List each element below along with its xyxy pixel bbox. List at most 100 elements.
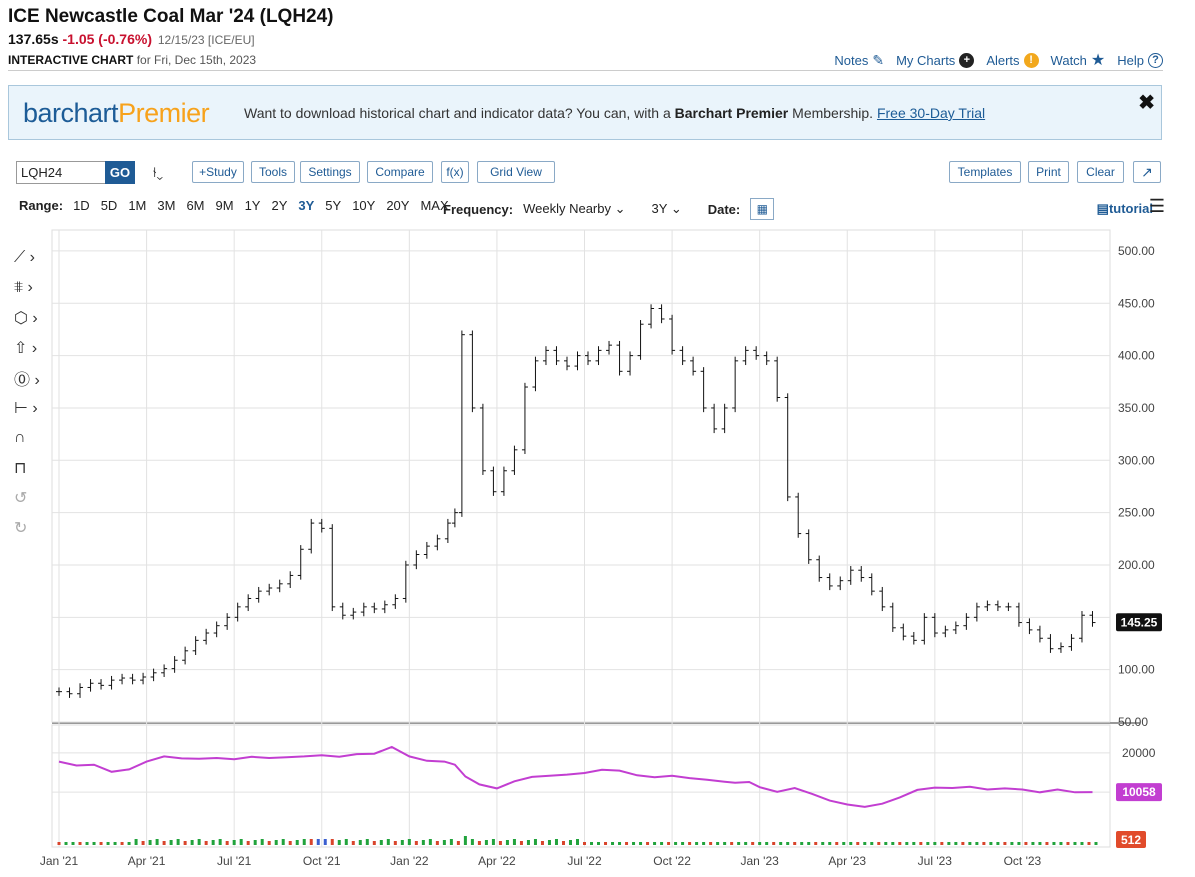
redo-icon[interactable]: ↻: [14, 520, 28, 537]
chevron-down-icon: ⌄: [614, 201, 626, 216]
close-icon[interactable]: ✖: [1138, 92, 1155, 114]
volume-badge: [1116, 831, 1146, 848]
frequency-selector: Frequency: Weekly Nearby ⌄ 3Y ⌄ Date: ▦: [443, 198, 775, 220]
volume-bar: [484, 840, 488, 845]
volume-bar: [1045, 842, 1049, 845]
trendline-tool-icon[interactable]: ⟋ ›: [14, 249, 35, 266]
indicator-line: [58, 745, 1093, 808]
volume-bar: [912, 842, 916, 845]
volume-bar: [127, 842, 131, 845]
volume-bar: [414, 841, 418, 845]
add-study-button[interactable]: +Study: [192, 161, 244, 183]
price-tick-label: 500.00: [1118, 244, 1155, 258]
period-dropdown[interactable]: 3Y ⌄: [651, 201, 682, 216]
volume-bar: [786, 842, 790, 845]
range-option-5y[interactable]: 5Y: [325, 198, 342, 213]
volume-bar: [821, 842, 825, 845]
settings-button[interactable]: Settings: [300, 161, 360, 183]
frequency-dropdown[interactable]: Weekly Nearby ⌄: [523, 201, 626, 216]
help-link[interactable]: Help?: [1117, 52, 1163, 68]
measure-tool-icon[interactable]: ⊢ ›: [14, 400, 38, 417]
grid-view-button[interactable]: Grid View: [477, 161, 555, 183]
magnet-icon[interactable]: ∩: [14, 429, 26, 446]
alerts-link[interactable]: Alerts!: [986, 52, 1039, 68]
menu-icon[interactable]: ☰: [1148, 196, 1165, 216]
notes-link[interactable]: Notes ✎: [834, 52, 884, 69]
quote-line: 137.65s -1.05 (-0.76%) 12/15/23 [ICE/EU]: [8, 31, 255, 47]
star-icon: ★: [1090, 52, 1106, 69]
volume-bar: [274, 840, 278, 845]
range-option-2y[interactable]: 2Y: [271, 198, 288, 213]
volume-bar: [309, 839, 313, 845]
range-options: 1D 5D 1M 3M 6M 9M 1Y 2Y 3Y 5Y 10Y 20Y MAX: [73, 198, 460, 213]
volume-bar: [246, 841, 250, 845]
price-tick-label: 250.00: [1118, 506, 1155, 520]
range-option-3m[interactable]: 3M: [157, 198, 176, 213]
alert-icon: !: [1023, 52, 1039, 68]
volume-bar: [814, 842, 818, 845]
volume-bar: [961, 842, 965, 845]
range-option-10y[interactable]: 10Y: [352, 198, 376, 213]
templates-button[interactable]: Templates: [949, 161, 1021, 183]
volume-bar: [884, 842, 888, 845]
volume-bar: [442, 840, 446, 845]
volume-bar: [1073, 842, 1077, 845]
volume-bar: [919, 842, 923, 845]
volume-bar: [197, 839, 201, 845]
volume-bar: [547, 840, 551, 845]
go-button[interactable]: GO: [105, 161, 135, 184]
range-option-1m[interactable]: 1M: [128, 198, 147, 213]
volume-bar: [533, 839, 537, 845]
volume-bar: [611, 842, 615, 845]
compare-button[interactable]: Compare: [367, 161, 433, 183]
volume-bar: [505, 840, 509, 845]
shape-tool-icon[interactable]: ⬡ ›: [14, 310, 38, 327]
range-option-5d[interactable]: 5D: [100, 198, 118, 213]
volume-bar: [590, 842, 594, 845]
volume-bar: [519, 841, 523, 845]
range-option-max[interactable]: MAX: [420, 198, 449, 213]
range-option-1d[interactable]: 1D: [73, 198, 90, 213]
range-option-9m[interactable]: 9M: [215, 198, 234, 213]
premium-banner: barchartPremier Want to download histori…: [8, 85, 1162, 140]
volume-bar: [281, 839, 285, 845]
my-charts-link[interactable]: My Charts +: [896, 52, 975, 68]
bar-type-dropdown[interactable]: ⫮⌄: [140, 161, 176, 183]
popout-icon[interactable]: ↗: [1133, 161, 1161, 183]
volume-bar: [1080, 842, 1084, 845]
volume-bar: [954, 842, 958, 845]
function-button[interactable]: f(x): [441, 161, 469, 183]
range-option-6m[interactable]: 6M: [186, 198, 205, 213]
volume-bar: [351, 841, 355, 845]
tutorial-link[interactable]: ▤tutorial: [1096, 201, 1153, 216]
barchart-premier-logo: barchartPremier: [23, 98, 210, 128]
print-button[interactable]: Print: [1028, 161, 1069, 183]
volume-bar: [583, 842, 587, 845]
fibonacci-tool-icon[interactable]: ⩨ ›: [14, 279, 33, 296]
lock-icon[interactable]: ⊓: [14, 460, 27, 477]
volume-bar: [863, 842, 867, 845]
range-option-1y[interactable]: 1Y: [244, 198, 261, 213]
range-option-20y[interactable]: 20Y: [386, 198, 410, 213]
interactive-chart-label: INTERACTIVE CHART: [8, 53, 134, 67]
volume-bar: [639, 842, 643, 845]
last-price-label: 145.25: [1121, 615, 1158, 629]
volume-bar: [169, 840, 173, 845]
calendar-icon[interactable]: ▦: [750, 198, 775, 220]
label-tool-icon[interactable]: ⓪ ›: [14, 372, 40, 389]
tools-button[interactable]: Tools: [251, 161, 295, 183]
clear-button[interactable]: Clear: [1077, 161, 1124, 183]
time-tick-label: Apr '22: [478, 854, 516, 868]
watch-link[interactable]: Watch ★: [1051, 50, 1106, 70]
volume-bar: [190, 840, 194, 845]
range-option-3y[interactable]: 3Y: [298, 198, 315, 213]
volume-bar: [1003, 842, 1007, 845]
date-label: Date:: [707, 201, 741, 217]
volume-bar: [730, 842, 734, 845]
volume-last-label: 512: [1121, 833, 1141, 847]
undo-icon[interactable]: ↺: [14, 490, 28, 507]
arrow-tool-icon[interactable]: ⇧ ›: [14, 340, 38, 357]
free-trial-link[interactable]: Free 30-Day Trial: [876, 105, 986, 121]
volume-bar: [751, 842, 755, 845]
